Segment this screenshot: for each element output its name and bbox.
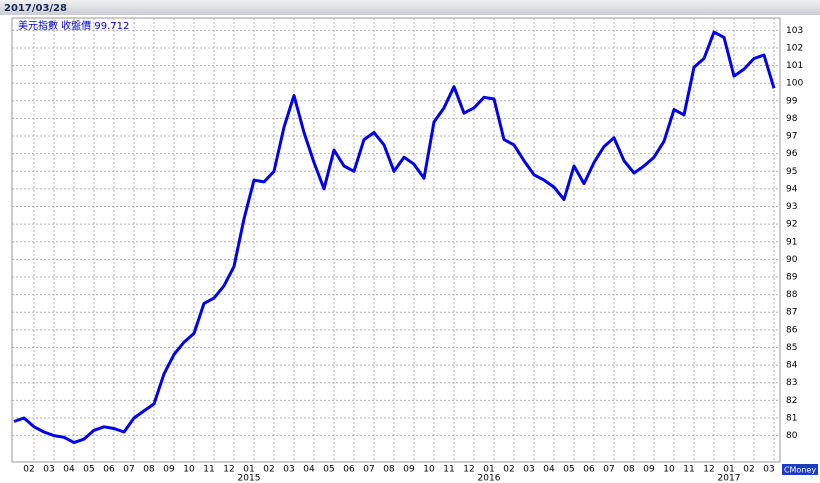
y-tick-label: 86 [786, 325, 798, 335]
date-title: 2017/03/28 [4, 3, 67, 14]
x-tick-label: 01 [483, 465, 494, 475]
x-tick-label: 07 [123, 465, 134, 475]
x-tick-label: 02 [263, 465, 274, 475]
y-tick-label: 92 [786, 220, 797, 230]
y-tick-label: 83 [786, 378, 797, 388]
x-tick-label: 09 [163, 465, 175, 475]
y-tick-label: 80 [786, 431, 798, 441]
y-tick-label: 103 [786, 26, 803, 36]
x-tick-label: 06 [583, 465, 595, 475]
legend-label: 美元指數 收盤價 99.712 [18, 19, 129, 32]
x-tick-label: 01 [243, 465, 254, 475]
x-tick-label: 04 [63, 465, 75, 475]
x-tick-label: 04 [303, 465, 315, 475]
y-tick-label: 85 [786, 343, 797, 353]
y-tick-label: 87 [786, 308, 797, 318]
x-tick-label: 08 [623, 465, 635, 475]
x-tick-label: 05 [83, 465, 94, 475]
x-tick-label: 11 [443, 465, 454, 475]
brand: CMoney [784, 466, 816, 475]
brand-box [782, 464, 818, 475]
x-tick-label: 03 [43, 465, 54, 475]
x-tick-label: 10 [663, 465, 675, 475]
x-tick-label: 03 [763, 465, 774, 475]
x-tick-label: 04 [543, 465, 555, 475]
y-tick-label: 101 [786, 61, 803, 71]
y-tick-label: 81 [786, 413, 797, 423]
x-tick-label: 01 [723, 465, 734, 475]
x-tick-label: 09 [643, 465, 655, 475]
y-tick-label: 102 [786, 43, 803, 53]
x-tick-label: 07 [603, 465, 614, 475]
x-tick-label: 07 [363, 465, 374, 475]
x-tick-label: 05 [323, 465, 334, 475]
year-label: 2017 [718, 474, 741, 483]
header-bar [0, 0, 820, 15]
year-label: 2015 [238, 474, 261, 483]
y-tick-label: 91 [786, 237, 797, 247]
x-tick-label: 02 [23, 465, 34, 475]
y-tick-label: 93 [786, 202, 797, 212]
x-tick-label: 06 [103, 465, 115, 475]
x-tick-label: 03 [283, 465, 294, 475]
x-tick-label: 10 [183, 465, 195, 475]
x-tick-label: 02 [503, 465, 514, 475]
x-tick-label: 11 [203, 465, 214, 475]
y-tick-label: 94 [786, 184, 798, 194]
plot-area [11, 17, 781, 463]
y-tick-label: 82 [786, 396, 797, 406]
x-tick-label: 02 [743, 465, 754, 475]
y-tick-label: 84 [786, 361, 798, 371]
x-tick-label: 08 [143, 465, 155, 475]
y-tick-label: 98 [786, 114, 798, 124]
y-tick-label: 95 [786, 167, 797, 177]
x-tick-label: 11 [683, 465, 694, 475]
x-tick-label: 10 [423, 465, 435, 475]
x-tick-label: 08 [383, 465, 395, 475]
x-tick-label: 12 [223, 465, 234, 475]
y-tick-label: 99 [786, 96, 798, 106]
y-tick-label: 96 [786, 149, 798, 159]
y-tick-label: 89 [786, 273, 798, 283]
y-tick-label: 100 [786, 79, 803, 89]
y-tick-label: 88 [786, 290, 798, 300]
x-tick-label: 06 [343, 465, 355, 475]
data-line [13, 30, 776, 445]
x-tick-label: 03 [523, 465, 534, 475]
x-tick-label: 09 [403, 465, 415, 475]
x-tick-label: 12 [703, 465, 714, 475]
y-tick-label: 97 [786, 132, 797, 142]
x-tick-label: 12 [463, 465, 474, 475]
year-label: 2016 [478, 474, 501, 483]
x-tick-label: 05 [563, 465, 574, 475]
y-tick-label: 90 [786, 255, 798, 265]
